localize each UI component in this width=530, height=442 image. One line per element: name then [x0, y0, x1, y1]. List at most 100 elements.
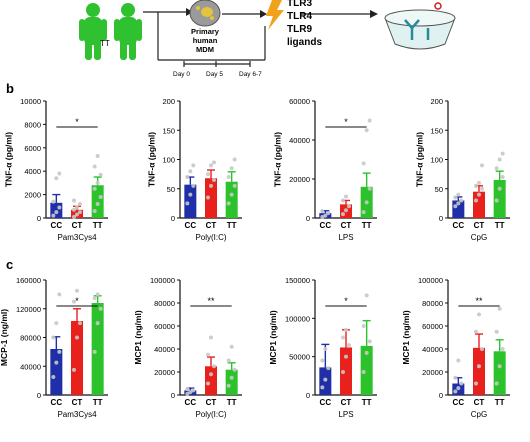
x-tick-label: CC [320, 221, 332, 230]
y-tick-label: 0 [439, 214, 443, 223]
data-point [326, 211, 331, 216]
bar-tt [493, 179, 506, 218]
data-point [323, 213, 328, 218]
x-tick-label: CT [474, 221, 485, 230]
bar-ct [205, 178, 217, 218]
bar-tt [360, 345, 373, 395]
x-tick-label: TT [227, 398, 237, 407]
y-tick-label: 20000 [154, 368, 175, 377]
data-point [229, 166, 234, 171]
data-point [229, 375, 234, 380]
data-point [212, 364, 216, 369]
data-point [72, 207, 76, 212]
bar-ct [473, 347, 485, 395]
data-point [480, 186, 484, 191]
data-point [95, 180, 100, 185]
elisa-well-icon [384, 2, 456, 50]
significance-label: ** [207, 296, 215, 306]
data-point [185, 201, 190, 206]
panel-label-b: b [6, 81, 14, 96]
arrow-head-icon [260, 10, 267, 18]
y-tick-label: 40000 [20, 362, 41, 371]
data-point [497, 306, 502, 311]
data-point [209, 183, 213, 188]
data-point [51, 375, 56, 380]
y-tick-label: 2000 [24, 191, 41, 200]
data-point [229, 344, 234, 349]
data-point [54, 321, 59, 326]
y-tick-label: 60000 [422, 322, 443, 331]
x-tick-label: CC [51, 398, 63, 407]
data-point [72, 214, 76, 219]
x-axis-label: Pam3Cys4 [57, 233, 97, 242]
data-point [188, 390, 193, 395]
data-point [497, 364, 502, 369]
data-point [226, 175, 231, 180]
ligand-label-4: ligands [287, 37, 322, 48]
y-tick-label: 100000 [418, 276, 443, 285]
bar-ct [473, 191, 485, 218]
data-point [477, 364, 481, 369]
chart-4: 0 50 100 150 200 TNF-α (pg/ml) CC CT TT CpG [415, 97, 510, 242]
data-point [456, 192, 461, 197]
data-point [320, 209, 325, 214]
y-tick-label: 100000 [150, 276, 175, 285]
data-point [191, 183, 196, 188]
y-tick-label: 60000 [154, 322, 175, 331]
data-point [78, 210, 82, 215]
data-point [51, 213, 56, 218]
x-tick-label: CC [320, 398, 332, 407]
data-point [72, 299, 76, 304]
y-tick-label: 60000 [289, 97, 310, 106]
significance-label: * [344, 296, 348, 306]
y-tick-label: 150 [162, 126, 175, 135]
data-point [344, 327, 348, 332]
data-point [51, 199, 56, 204]
chart-8: 0 20000 40000 60000 80000 100000 MCP1 (ng/ml) C… [401, 276, 510, 419]
y-tick-label: 0 [171, 214, 175, 223]
data-point [320, 385, 325, 390]
bar-cc [50, 349, 63, 395]
x-tick-label: CT [72, 221, 83, 230]
data-point [494, 166, 499, 171]
data-point [95, 153, 100, 158]
ligand-label-2: TLR4 [287, 11, 312, 22]
data-point [347, 343, 351, 348]
y-axis-label: TNF-α (pg/ml) [415, 132, 425, 187]
data-point [494, 198, 499, 203]
bar-tt [225, 369, 238, 395]
data-point [92, 186, 97, 191]
data-point [72, 198, 76, 203]
data-point [226, 358, 231, 363]
data-point [453, 195, 458, 200]
x-tick-label: TT [227, 221, 237, 230]
y-tick-label: 40000 [422, 345, 443, 354]
x-axis-label: LPS [338, 410, 353, 419]
bar-ct [71, 320, 83, 395]
data-point [474, 381, 478, 386]
chart-7: 0 50000 100000 150000 MCP1 (ng/ml) CC CT TT LPS * [268, 276, 377, 419]
data-point [98, 194, 103, 199]
data-point [57, 349, 62, 354]
arrow-head-icon [186, 8, 193, 16]
data-point [209, 335, 213, 340]
timeline-day-5: Day 5 [206, 71, 223, 78]
y-tick-label: 150000 [285, 276, 310, 285]
data-point [95, 321, 100, 326]
bar-ct [205, 366, 217, 395]
data-point [78, 321, 82, 326]
data-point [98, 306, 103, 311]
data-point [185, 175, 190, 180]
data-point [191, 163, 196, 168]
y-tick-label: 100000 [285, 314, 310, 323]
y-tick-label: 200 [430, 97, 443, 106]
data-point [367, 186, 372, 191]
bar-tt [225, 181, 238, 218]
data-point [54, 360, 59, 365]
data-point [212, 160, 216, 165]
data-point [57, 171, 62, 176]
y-tick-label: 150 [430, 126, 443, 135]
data-point [75, 288, 79, 293]
y-tick-label: 40000 [289, 136, 310, 145]
data-point [92, 295, 97, 300]
